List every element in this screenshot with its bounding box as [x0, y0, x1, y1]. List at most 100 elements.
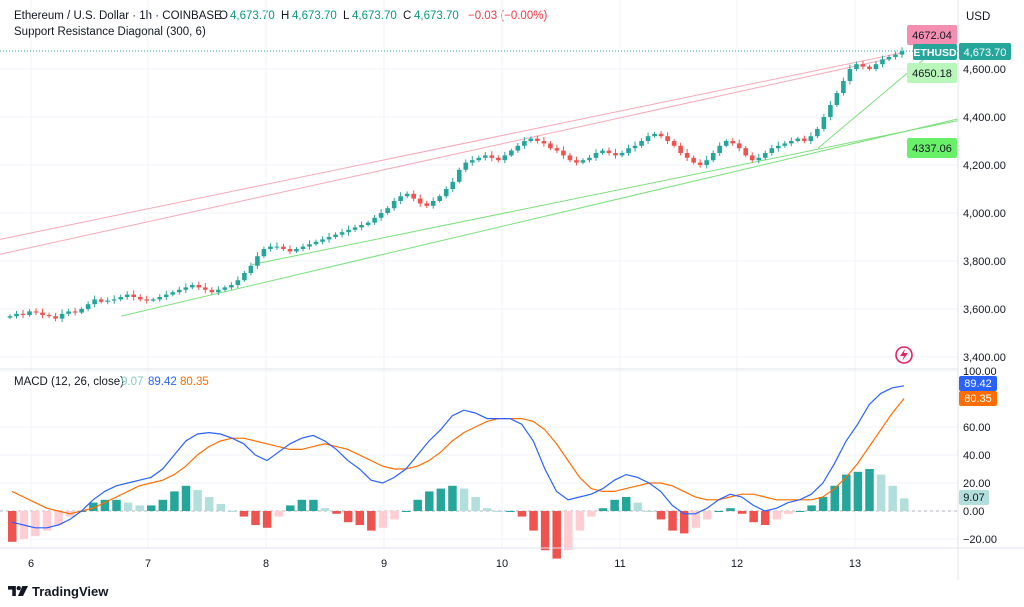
candle-body: [196, 285, 202, 288]
histogram-bar: [147, 505, 156, 511]
histogram-bar: [367, 511, 376, 531]
candle-body: [137, 297, 143, 300]
tradingview-brand[interactable]: TradingView: [8, 583, 108, 599]
candle-body: [717, 145, 722, 153]
macd-lines: [11, 385, 905, 529]
candle-body: [235, 280, 241, 285]
histogram-bar: [575, 511, 585, 531]
candle-body: [469, 160, 475, 163]
candle-body: [489, 155, 495, 158]
candle-body: [502, 155, 508, 161]
candle-body: [645, 136, 651, 141]
candle-body: [789, 141, 794, 144]
candle-body: [463, 162, 469, 170]
candle-body: [528, 138, 534, 141]
support-upper-tag-bg: [907, 63, 957, 83]
macd-legend[interactable]: MACD (12, 26, close): [14, 376, 124, 388]
candle-body: [320, 239, 325, 242]
histogram-bar: [309, 499, 318, 511]
macd-line-tag-bg: [959, 376, 997, 391]
macd-hist-value: 9.07: [121, 376, 143, 388]
macd-tick-label: 20.00: [963, 478, 991, 490]
support-line: [120, 118, 959, 317]
histogram-bar: [633, 502, 643, 511]
histogram-bar: [8, 511, 17, 542]
candle-body: [873, 64, 879, 69]
price-tick-label: 3,400.00: [963, 352, 1006, 364]
histogram-bar: [482, 508, 492, 511]
candle-body: [92, 299, 97, 305]
macd-line-value: 89.42: [148, 376, 177, 388]
candle-body: [443, 189, 449, 197]
tradingview-logo-icon: [8, 586, 28, 596]
histogram-bar: [818, 497, 828, 511]
candle-body: [248, 265, 254, 273]
histogram-bar: [598, 508, 608, 511]
time-axis[interactable]: 6 7 8 9 10 11 12 13: [28, 558, 861, 570]
histogram-bar: [749, 511, 758, 523]
candle-body: [658, 133, 664, 137]
histogram-bar: [239, 511, 249, 517]
candle-body: [404, 193, 410, 197]
histogram-bar: [876, 474, 886, 511]
candle-body: [261, 249, 267, 257]
candle-body: [157, 297, 163, 300]
macd-tick-label: 100.00: [963, 366, 997, 378]
candle-body: [46, 315, 52, 317]
candle-body: [307, 244, 312, 247]
histogram-bar: [343, 511, 353, 523]
candle-body: [580, 160, 586, 163]
histogram-bar: [587, 511, 596, 517]
ohlc-high-value: 4,673.70: [292, 10, 337, 22]
chart-canvas[interactable]: Ethereum / U.S. Dollar · 1h · COINBASE O…: [0, 0, 1024, 580]
histogram-bar: [517, 511, 527, 517]
ohlc-open-value: 4,673.70: [230, 10, 275, 22]
ohlc-close-label: C: [403, 10, 411, 22]
candle-body: [411, 193, 416, 199]
histogram-bar: [158, 499, 168, 511]
candle-body: [40, 312, 45, 315]
signal-line: [11, 398, 905, 515]
candle-body: [834, 93, 840, 105]
histogram-bar: [540, 511, 550, 551]
candle-body: [417, 198, 423, 204]
trendlines[interactable]: [0, 30, 959, 317]
price-tick-label: 3,800.00: [963, 256, 1006, 268]
histogram-bar: [216, 504, 226, 511]
indicator-legend[interactable]: Support Resistance Diagonal (300, 6): [14, 26, 206, 38]
candle-body: [53, 316, 58, 319]
candle-body: [587, 157, 592, 161]
histogram-bar: [506, 511, 515, 512]
price-tick-label: 4,600.00: [963, 64, 1006, 76]
candle-body: [72, 311, 78, 313]
candle-body: [886, 57, 892, 60]
histogram-bar: [401, 511, 411, 512]
macd-axis[interactable]: −20.00 0.00 20.00 40.00 60.00 100.00: [963, 366, 997, 546]
ohlc-low-label: L: [343, 10, 350, 22]
candle-body: [352, 227, 358, 230]
candle-body: [619, 153, 625, 156]
candle-body: [652, 133, 657, 137]
histogram-bar: [274, 511, 283, 517]
candle-body: [515, 145, 521, 151]
histogram-bar: [100, 499, 110, 511]
candle-body: [684, 153, 690, 158]
candle-body: [880, 59, 885, 65]
candle-body: [150, 299, 156, 301]
candle-body: [85, 304, 91, 309]
price-axis[interactable]: 3,400.00 3,600.00 3,800.00 4,000.00 4,200.00…: [963, 64, 1006, 364]
lightning-icon[interactable]: [895, 346, 913, 364]
candle-body: [704, 160, 709, 165]
histogram-bar: [135, 505, 144, 511]
currency-label[interactable]: USD: [966, 11, 990, 23]
candle-body: [190, 285, 195, 288]
candle-body: [815, 129, 820, 137]
candle-body: [209, 289, 215, 293]
histogram-bar: [262, 511, 272, 528]
candle-body: [385, 208, 390, 213]
histogram-bar: [54, 511, 63, 525]
last-price-tag: 4,673.70: [964, 47, 1007, 59]
candle-body: [691, 157, 696, 163]
candle-body: [860, 64, 866, 67]
candle-body: [281, 246, 286, 249]
